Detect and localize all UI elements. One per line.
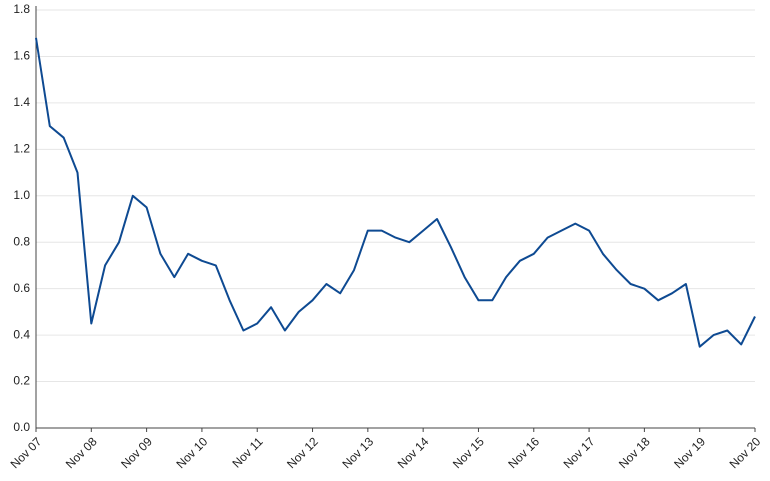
x-tick-label: Nov 09 <box>118 434 155 471</box>
y-tick-label: 1.2 <box>13 142 30 156</box>
y-tick-label: 0.6 <box>13 281 30 295</box>
x-tick-label: Nov 16 <box>505 434 542 471</box>
y-tick-label: 0.4 <box>13 327 30 341</box>
x-tick-label: Nov 20 <box>727 434 764 471</box>
x-tick-label: Nov 17 <box>561 434 598 471</box>
y-tick-label: 1.8 <box>13 2 30 16</box>
y-tick-label: 0.0 <box>13 420 30 434</box>
x-tick-label: Nov 15 <box>450 434 487 471</box>
x-tick-label: Nov 13 <box>339 434 376 471</box>
x-tick-label: Nov 11 <box>229 434 265 470</box>
x-tick-label: Nov 18 <box>616 434 653 471</box>
y-tick-label: 0.8 <box>13 234 30 248</box>
x-tick-label: Nov 14 <box>395 434 432 471</box>
x-tick-label: Nov 19 <box>671 434 708 471</box>
x-tick-label: Nov 08 <box>63 434 100 471</box>
y-tick-label: 1.6 <box>13 49 30 63</box>
x-tick-label: Nov 07 <box>8 434 45 471</box>
y-tick-label: 1.0 <box>13 188 30 202</box>
x-tick-label: Nov 10 <box>173 434 210 471</box>
x-tick-label: Nov 12 <box>284 434 321 471</box>
data-line <box>35 37 756 348</box>
y-tick-label: 1.4 <box>13 95 30 109</box>
y-tick-label: 0.2 <box>13 374 30 388</box>
